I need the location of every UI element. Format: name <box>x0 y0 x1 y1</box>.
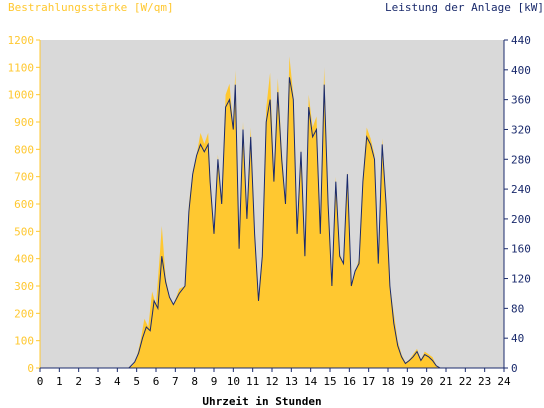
x-tick-label: 19 <box>401 375 414 388</box>
right-y-tick-label: 80 <box>511 302 524 315</box>
left-y-tick-label: 0 <box>27 362 34 375</box>
left-y-tick-label: 500 <box>14 225 34 238</box>
left-y-tick-label: 100 <box>14 335 34 348</box>
x-tick-label: 23 <box>478 375 491 388</box>
left-y-tick-label: 1200 <box>8 34 35 47</box>
x-tick-label: 10 <box>227 375 240 388</box>
power-line <box>40 77 504 369</box>
x-tick-label: 0 <box>37 375 44 388</box>
x-tick-label: 5 <box>133 375 140 388</box>
right-y-tick-label: 440 <box>511 34 531 47</box>
x-tick-label: 6 <box>153 375 160 388</box>
right-y-tick-label: 400 <box>511 64 531 77</box>
left-y-tick-label: 1100 <box>8 61 35 74</box>
x-tick-label: 11 <box>246 375 259 388</box>
left-y-tick-label: 200 <box>14 307 34 320</box>
right-y-ticks: 0 40 80 120 160 200 240 280 320 360 400 440 <box>504 34 531 375</box>
x-tick-label: 13 <box>285 375 298 388</box>
left-y-ticks: 0 100 200 300 400 500 600 700 800 900 1000 1100 1200 <box>8 34 40 375</box>
x-tick-label: 17 <box>362 375 375 388</box>
right-y-tick-label: 320 <box>511 123 531 136</box>
x-ticks: 0 1 2 3 4 5 6 7 8 9 10 11 12 13 14 15 16 17 18 19 20 21 22 23 24 <box>37 368 511 388</box>
x-tick-label: 14 <box>304 375 318 388</box>
x-tick-label: 12 <box>265 375 278 388</box>
x-tick-label: 4 <box>114 375 121 388</box>
x-tick-label: 9 <box>211 375 218 388</box>
right-y-tick-label: 40 <box>511 332 524 345</box>
left-y-tick-label: 600 <box>14 198 34 211</box>
right-y-tick-label: 0 <box>511 362 518 375</box>
right-y-tick-label: 280 <box>511 153 531 166</box>
right-y-tick-label: 200 <box>511 213 531 226</box>
x-tick-label: 3 <box>95 375 102 388</box>
x-tick-label: 1 <box>56 375 63 388</box>
left-y-tick-label: 400 <box>14 253 34 266</box>
left-y-tick-label: 900 <box>14 116 34 129</box>
x-tick-label: 15 <box>323 375 336 388</box>
irradiance-area <box>40 56 504 369</box>
left-y-tick-label: 1000 <box>8 89 35 102</box>
right-y-tick-label: 160 <box>511 243 531 256</box>
left-y-tick-label: 300 <box>14 280 34 293</box>
right-y-tick-label: 120 <box>511 273 531 286</box>
x-tick-label: 22 <box>459 375 472 388</box>
x-tick-label: 16 <box>343 375 356 388</box>
x-tick-label: 7 <box>172 375 179 388</box>
left-axis-title: Bestrahlungsstärke [W/qm] <box>8 1 174 14</box>
x-tick-label: 18 <box>381 375 394 388</box>
left-y-tick-label: 800 <box>14 143 34 156</box>
right-y-tick-label: 360 <box>511 94 531 107</box>
x-tick-label: 21 <box>439 375 452 388</box>
x-tick-label: 20 <box>420 375 433 388</box>
x-axis-label: Uhrzeit in Stunden <box>202 395 321 408</box>
x-tick-label: 24 <box>497 375 511 388</box>
x-tick-label: 8 <box>191 375 198 388</box>
x-tick-label: 2 <box>75 375 82 388</box>
left-y-tick-label: 700 <box>14 171 34 184</box>
right-axis-title: Leistung der Anlage [kW] <box>385 1 544 14</box>
right-y-tick-label: 240 <box>511 183 531 196</box>
